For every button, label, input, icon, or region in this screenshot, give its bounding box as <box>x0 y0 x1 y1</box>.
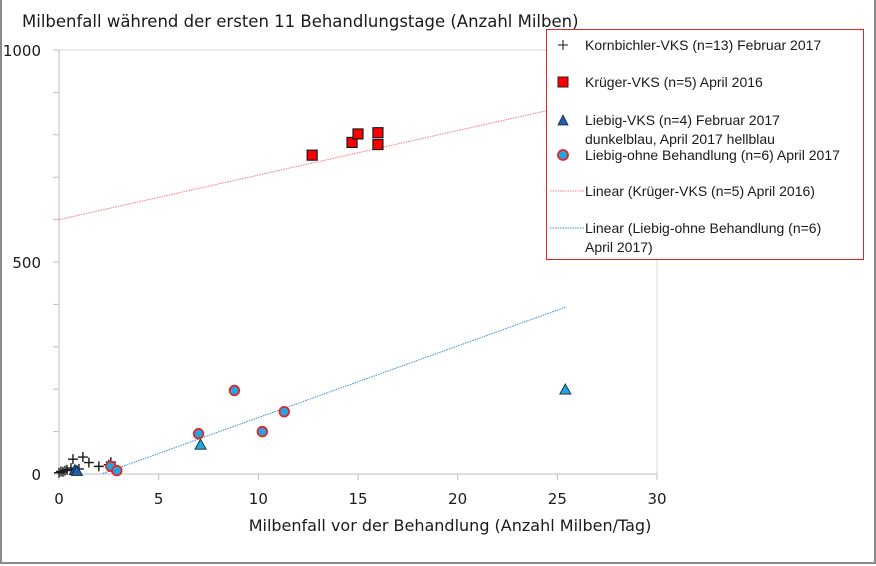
point-krueger <box>352 128 364 140</box>
point-krueger <box>372 127 384 139</box>
legend-label: Linear (Krüger-VKS (n=5) April 2016) <box>585 183 815 199</box>
y-tick-label: 1000 <box>3 42 41 60</box>
legend-label: Kornbichler-VKS (n=13) Februar 2017 <box>585 37 822 53</box>
point-krueger <box>306 149 318 161</box>
legend-item-liebig-ohne: Liebig-ohne Behandlung (n=6) April 2017 <box>547 145 863 165</box>
point-liebig-ohne <box>192 428 205 440</box>
legend-item-linear-liebig: Linear (Liebig-ohne Behandlung (n=6) <box>547 218 863 238</box>
y-tick-label: 0 <box>31 466 41 484</box>
x-tick-label: 20 <box>448 490 467 508</box>
x-tick-label: 0 <box>54 490 64 508</box>
legend-item-linear-krueger: Linear (Krüger-VKS (n=5) April 2016) <box>547 181 863 201</box>
axes: 0 500 1000 0 5 10 15 20 25 30 <box>3 42 667 508</box>
point-kornbichler <box>93 461 104 472</box>
legend-item-kornbichler: Kornbichler-VKS (n=13) Februar 2017 <box>547 35 863 55</box>
point-liebig-ohne <box>256 425 269 438</box>
x-axis-label: Milbenfall vor der Behandlung (Anzahl Mi… <box>249 516 652 535</box>
legend-label: April 2017) <box>585 239 653 255</box>
x-tick-label: 25 <box>548 490 567 508</box>
chart-title: Milbenfall während der ersten 11 Behandl… <box>22 12 579 31</box>
x-tick-label: 5 <box>154 490 164 508</box>
legend-item-liebig-vks-note: dunkelblau, April 2017 hellblau <box>547 129 863 149</box>
dotted-line-blue-icon <box>550 227 584 229</box>
x-tick-label: 10 <box>249 490 268 508</box>
triangle-marker-icon <box>557 114 569 126</box>
point-krueger <box>372 138 384 151</box>
point-liebig-ohne <box>111 464 123 477</box>
y-tick-label: 500 <box>12 254 41 272</box>
point-liebig-vks <box>559 383 572 395</box>
legend-label: Liebig-ohne Behandlung (n=6) April 2017 <box>585 147 840 163</box>
x-tick-label: 15 <box>348 490 367 508</box>
legend-label: dunkelblau, April 2017 hellblau <box>585 131 775 147</box>
legend-label: Krüger-VKS (n=5) April 2016 <box>585 74 763 90</box>
legend-label: Linear (Liebig-ohne Behandlung (n=6) <box>585 220 822 236</box>
point-krueger <box>346 136 358 149</box>
circle-marker-icon <box>557 149 569 161</box>
legend-item-liebig-vks: Liebig-VKS (n=4) Februar 2017 <box>547 110 863 130</box>
legend-item-krueger: Krüger-VKS (n=5) April 2016 <box>547 72 863 92</box>
point-kornbichler <box>59 465 70 476</box>
legend-label: Liebig-VKS (n=4) Februar 2017 <box>585 112 780 128</box>
point-liebig-vks <box>194 438 207 450</box>
point-kornbichler <box>83 457 94 468</box>
data-points <box>54 127 572 478</box>
plus-marker-icon <box>558 40 568 50</box>
point-kornbichler <box>67 454 78 465</box>
square-marker-icon <box>557 76 569 88</box>
dotted-line-red-icon <box>550 190 584 192</box>
legend: Kornbichler-VKS (n=13) Februar 2017 Krüg… <box>546 29 864 260</box>
trendline-liebig <box>102 306 566 474</box>
point-liebig-vks <box>70 464 84 476</box>
x-tick-label: 30 <box>647 490 666 508</box>
legend-item-linear-liebig-cont: April 2017) <box>547 237 863 257</box>
point-liebig-ohne <box>278 405 290 418</box>
point-kornbichler <box>77 452 88 463</box>
point-liebig-ohne <box>228 384 241 397</box>
